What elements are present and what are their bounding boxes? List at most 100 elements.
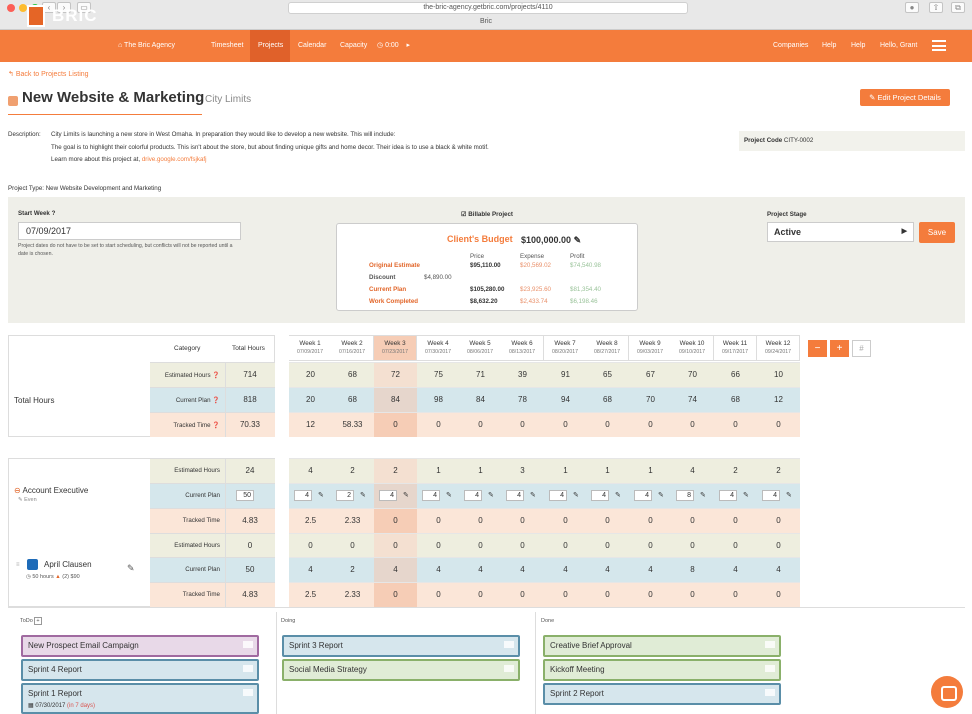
bric-logo-icon[interactable] bbox=[27, 5, 45, 27]
nav-projects[interactable]: Projects bbox=[258, 42, 284, 49]
edit-person-pencil-icon[interactable]: ✎ bbox=[127, 563, 135, 573]
brand-name[interactable]: BRIC bbox=[52, 6, 98, 25]
flag-icon[interactable] bbox=[243, 665, 253, 672]
flag-icon[interactable] bbox=[765, 689, 775, 696]
pencil-icon[interactable]: ✎ bbox=[360, 492, 366, 499]
week-header[interactable]: Week 3 07/23/2017 bbox=[374, 336, 417, 360]
pencil-icon[interactable]: ✎ bbox=[318, 492, 324, 499]
billable-checkbox[interactable]: ☑ Billable Project bbox=[461, 211, 513, 218]
close-window-icon[interactable] bbox=[7, 4, 15, 12]
timer[interactable]: ◷ 0:00 ▸ bbox=[377, 42, 410, 49]
week-plan-input[interactable]: 4 bbox=[762, 490, 780, 501]
pencil-icon[interactable]: ✎ bbox=[658, 492, 664, 499]
add-week-button[interactable]: + bbox=[830, 340, 849, 357]
nav-companies[interactable]: Companies bbox=[773, 42, 809, 49]
flag-icon[interactable] bbox=[504, 665, 514, 672]
share-icon[interactable]: ⇧ bbox=[929, 2, 943, 13]
back-to-projects-link[interactable]: ↰ Back to Projects Listing bbox=[8, 71, 89, 78]
task-card[interactable]: Creative Brief Approval bbox=[543, 635, 781, 657]
task-card[interactable]: Sprint 2 Report bbox=[543, 683, 781, 705]
task-card[interactable]: Sprint 3 Report bbox=[282, 635, 520, 657]
download-icon[interactable]: ● bbox=[905, 2, 919, 13]
tabs-icon[interactable]: ⧉ bbox=[951, 2, 965, 13]
week-header[interactable]: Week 10 09/10/2017 bbox=[671, 336, 714, 360]
nav-agency[interactable]: ⌂ The Bric Agency bbox=[118, 42, 176, 49]
task-card[interactable]: Kickoff Meeting bbox=[543, 659, 781, 681]
remove-week-button[interactable]: − bbox=[808, 340, 827, 357]
hash-toggle-button[interactable]: # bbox=[852, 340, 871, 357]
user-greeting[interactable]: Hello, Grant bbox=[880, 42, 918, 49]
task-card[interactable]: New Prospect Email Campaign bbox=[21, 635, 259, 657]
pencil-icon[interactable]: ✎ bbox=[700, 492, 706, 499]
minimize-window-icon[interactable] bbox=[19, 4, 27, 12]
nav-calendar[interactable]: Calendar bbox=[298, 42, 327, 49]
week-plan-input[interactable]: 4 bbox=[591, 490, 609, 501]
start-week-input[interactable]: 07/09/2017 bbox=[18, 222, 241, 240]
category-cell-bg bbox=[150, 483, 225, 508]
week-header[interactable]: Week 11 09/17/2017 bbox=[714, 336, 757, 360]
week-header[interactable]: Week 7 08/20/2017 bbox=[544, 336, 587, 360]
pencil-icon[interactable]: ✎ bbox=[573, 235, 582, 245]
nav-help-1[interactable]: Help bbox=[822, 42, 837, 49]
task-card[interactable]: Social Media Strategy bbox=[282, 659, 520, 681]
week-plan-input[interactable]: 4 bbox=[379, 490, 397, 501]
week-plan-input[interactable]: 4 bbox=[719, 490, 737, 501]
hamburger-menu-icon[interactable] bbox=[932, 40, 946, 51]
sidebar-icon[interactable]: ▭ bbox=[77, 2, 91, 13]
address-bar[interactable]: the-bric-agency.getbric.com/projects/411… bbox=[288, 2, 688, 14]
week-hours-value: 0 bbox=[776, 516, 781, 525]
collapse-icon[interactable]: ⊖ bbox=[14, 486, 21, 495]
week-date: 07/30/2017 bbox=[425, 349, 451, 355]
week-plan-input[interactable]: 4 bbox=[549, 490, 567, 501]
pencil-icon[interactable]: ✎ bbox=[530, 492, 536, 499]
drag-handle-icon[interactable]: ≡ bbox=[16, 562, 20, 568]
week-plan-input[interactable]: 4 bbox=[464, 490, 482, 501]
help-icon[interactable]: ? bbox=[51, 210, 56, 217]
flag-icon[interactable] bbox=[243, 689, 253, 696]
add-todo-icon[interactable]: + bbox=[34, 617, 42, 625]
flag-icon[interactable] bbox=[243, 641, 253, 648]
pencil-icon[interactable]: ✎ bbox=[786, 492, 792, 499]
week-plan-input[interactable]: 4 bbox=[294, 490, 312, 501]
week-plan-input[interactable]: 4 bbox=[422, 490, 440, 501]
week-header[interactable]: Week 12 09/24/2017 bbox=[757, 336, 800, 360]
task-card[interactable]: Sprint 4 Report bbox=[21, 659, 259, 681]
week-header[interactable]: Week 4 07/30/2017 bbox=[417, 336, 460, 360]
week-hours-value: 39 bbox=[518, 370, 527, 379]
nav-capacity[interactable]: Capacity bbox=[340, 42, 368, 49]
role-row[interactable]: ⊖ Account Executive bbox=[14, 486, 88, 495]
week-header[interactable]: Week 8 08/27/2017 bbox=[586, 336, 629, 360]
pencil-icon[interactable]: ✎ bbox=[573, 492, 579, 499]
pencil-icon[interactable]: ✎ bbox=[446, 492, 452, 499]
week-header[interactable]: Week 6 08/13/2017 bbox=[501, 336, 544, 360]
save-button[interactable]: Save bbox=[919, 222, 955, 243]
week-header[interactable]: Week 2 07/16/2017 bbox=[331, 336, 374, 360]
pencil-icon[interactable]: ✎ bbox=[403, 492, 409, 499]
nav-help-2[interactable]: Help bbox=[851, 42, 866, 49]
drive-link[interactable]: drive.google.com/fsjkafj bbox=[141, 156, 207, 163]
total-plan-input[interactable]: 50 bbox=[236, 490, 254, 501]
week-header[interactable]: Week 9 09/03/2017 bbox=[629, 336, 672, 360]
nav-timesheet[interactable]: Timesheet bbox=[211, 42, 244, 49]
week-plan-input[interactable]: 8 bbox=[676, 490, 694, 501]
project-stage-select[interactable]: Active ▶ bbox=[767, 222, 914, 242]
pencil-icon[interactable]: ✎ bbox=[743, 492, 749, 499]
week-cell-bg bbox=[501, 362, 544, 387]
pencil-icon[interactable]: ✎ bbox=[488, 492, 494, 499]
forward-arrow-icon[interactable]: › bbox=[57, 2, 71, 13]
flag-icon[interactable] bbox=[765, 641, 775, 648]
person-name[interactable]: April Clausen bbox=[44, 560, 92, 569]
budget-amount[interactable]: $100,000.00 ✎ bbox=[521, 235, 581, 246]
total-hours-value: 714 bbox=[243, 370, 257, 379]
task-card[interactable]: Sprint 1 Report ▦ 07/30/2017 (in 7 days) bbox=[21, 683, 259, 714]
chat-bubble-icon[interactable] bbox=[931, 676, 963, 708]
flag-icon[interactable] bbox=[504, 641, 514, 648]
week-header[interactable]: Week 1 07/09/2017 bbox=[289, 336, 332, 360]
edit-project-button[interactable]: ✎ Edit Project Details bbox=[860, 89, 950, 106]
week-plan-input[interactable]: 4 bbox=[506, 490, 524, 501]
week-plan-input[interactable]: 4 bbox=[634, 490, 652, 501]
flag-icon[interactable] bbox=[765, 665, 775, 672]
week-header[interactable]: Week 5 08/06/2017 bbox=[459, 336, 502, 360]
pencil-icon[interactable]: ✎ bbox=[615, 492, 621, 499]
week-plan-input[interactable]: 2 bbox=[336, 490, 354, 501]
